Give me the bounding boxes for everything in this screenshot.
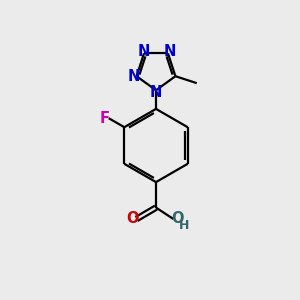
Text: N: N — [138, 44, 150, 59]
Text: O: O — [126, 211, 139, 226]
Text: N: N — [150, 85, 162, 100]
Text: H: H — [179, 219, 189, 232]
Text: O: O — [171, 211, 184, 226]
Text: N: N — [164, 44, 176, 59]
Text: N: N — [128, 69, 140, 84]
Text: F: F — [99, 111, 109, 126]
